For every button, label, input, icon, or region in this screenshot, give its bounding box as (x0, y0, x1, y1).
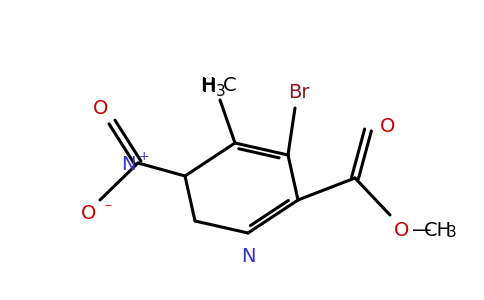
Text: N: N (121, 155, 136, 175)
Text: C: C (223, 76, 237, 95)
Text: O: O (394, 221, 409, 240)
Text: 3: 3 (447, 225, 457, 240)
Text: O: O (92, 99, 108, 118)
Text: Br: Br (288, 83, 310, 102)
Text: H: H (201, 77, 216, 96)
Text: 3: 3 (216, 84, 226, 99)
Text: H: H (200, 76, 215, 95)
Text: ⁻: ⁻ (104, 200, 113, 218)
Text: N: N (241, 247, 255, 266)
Text: +: + (139, 151, 150, 164)
Text: CH: CH (424, 221, 452, 240)
Text: H: H (201, 77, 216, 96)
Text: O: O (81, 204, 96, 223)
Text: O: O (380, 116, 395, 136)
Text: —: — (412, 221, 432, 240)
